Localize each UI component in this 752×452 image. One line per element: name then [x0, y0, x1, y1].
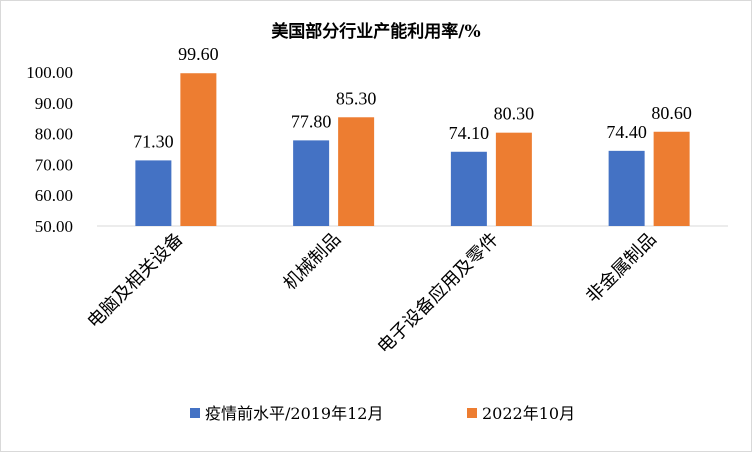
category-label: 非金属制品	[582, 229, 660, 307]
category-label: 机械制品	[279, 229, 345, 295]
data-label: 80.60	[651, 103, 692, 123]
legend-swatch	[467, 408, 477, 418]
chart-title: 美国部分行业产能利用率/%	[271, 21, 480, 42]
y-tick-label: 90.00	[35, 94, 73, 113]
category-label: 电子设备应用及零件	[374, 229, 503, 358]
data-label: 85.30	[336, 88, 377, 108]
y-tick-label: 80.00	[35, 125, 73, 144]
data-label: 74.10	[449, 123, 490, 143]
bar	[450, 151, 487, 226]
legend-label: 疫情前水平/2019年12月	[205, 404, 383, 423]
data-label: 74.40	[606, 122, 647, 142]
legend-swatch	[190, 408, 200, 418]
data-label: 80.30	[494, 104, 535, 124]
y-tick-label: 70.00	[35, 155, 73, 174]
data-label: 99.60	[178, 44, 219, 64]
category-label: 电脑及相关设备	[83, 229, 187, 333]
bar	[293, 140, 330, 226]
bar	[338, 117, 375, 226]
bar	[608, 150, 645, 226]
legend-label: 2022年10月	[482, 404, 575, 423]
y-tick-label: 100.00	[26, 63, 73, 82]
bar	[653, 131, 690, 226]
bar	[180, 73, 217, 227]
data-label: 71.30	[133, 131, 174, 151]
data-label: 77.80	[291, 111, 332, 131]
y-tick-label: 60.00	[35, 186, 73, 205]
bar	[495, 132, 532, 226]
bar	[135, 160, 172, 226]
y-tick-label: 50.00	[35, 217, 73, 236]
